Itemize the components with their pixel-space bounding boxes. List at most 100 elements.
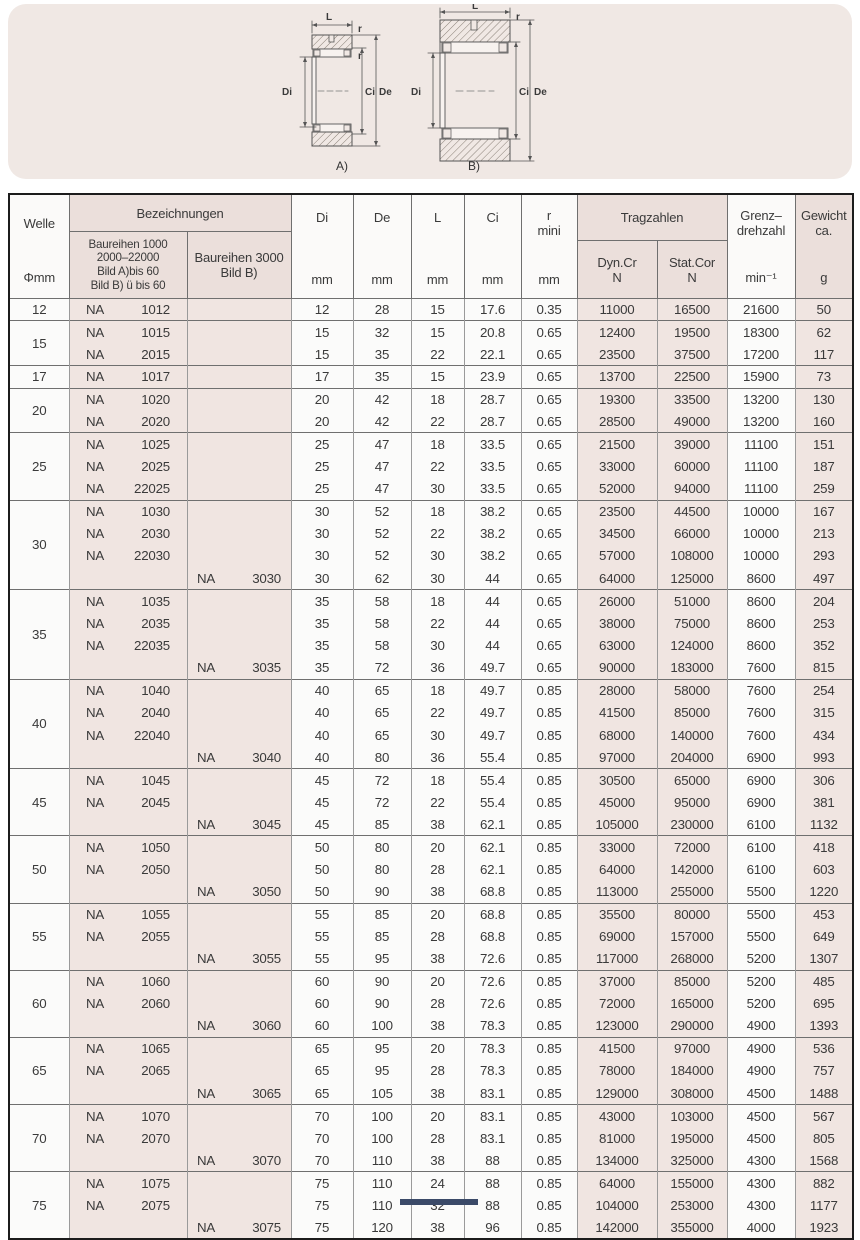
value-cell-grenzdrehzahl: 8600 [726, 611, 795, 635]
value-cell-stat-cor: 19500 [656, 320, 727, 344]
value-cell-gewicht: 253 [794, 611, 853, 635]
value-cell-de: 28 [352, 297, 411, 321]
value-cell-stat-cor: 140000 [656, 723, 727, 747]
value-cell-l: 30 [410, 567, 464, 590]
welle-value: 60 [8, 969, 69, 1038]
value-cell-gewicht: 293 [794, 544, 853, 568]
value-cell-gewicht: 485 [794, 969, 853, 993]
value-cell-ci: 55.4 [463, 791, 521, 814]
value-cell-r-mini: 0.85 [520, 701, 577, 724]
value-cell-gewicht: 1923 [794, 1216, 853, 1239]
value-cell-grenzdrehzahl: 4000 [726, 1216, 795, 1239]
value-cell-de: 100 [352, 1126, 411, 1150]
value-cell-ci: 28.7 [463, 410, 521, 433]
value-cell-grenzdrehzahl: 4900 [726, 1036, 795, 1060]
table-row: 50 NA 1050 50 80 20 62.1 0.85 33000 72000 6100 418 [8, 835, 853, 904]
designation-baureihe-3000 [186, 387, 291, 411]
table-row: NA 3030 30 62 30 44 0.65 64000 125000 8600 497 [9, 567, 853, 590]
designation-baureihe-1000: NA 1030 [68, 499, 187, 523]
value-cell-de: 120 [352, 1216, 411, 1239]
value-cell-di: 17 [290, 365, 353, 389]
designation-baureihe-1000: NA 1017 [68, 365, 187, 389]
value-cell-di: 45 [290, 791, 353, 814]
value-cell-dyn-cr: 72000 [576, 992, 657, 1015]
table-row: 20 NA 1020 20 42 18 28.7 0.65 19300 33500 13200 130 [8, 387, 853, 433]
welle-value: 50 [8, 835, 69, 904]
value-cell-stat-cor: 49000 [656, 410, 727, 433]
designation-baureihe-3000 [186, 297, 291, 321]
designation-baureihe-3000 [186, 455, 291, 478]
value-cell-ci: 44 [463, 589, 521, 612]
value-cell-dyn-cr: 81000 [576, 1126, 657, 1150]
value-cell-ci: 33.5 [463, 432, 521, 456]
value-cell-gewicht: 603 [794, 858, 853, 881]
value-cell-l: 18 [410, 499, 464, 523]
designation-baureihe-3000 [186, 1104, 291, 1127]
value-cell-l: 22 [410, 791, 464, 814]
welle-value: 25 [8, 432, 69, 501]
designation-baureihe-3000: NA 3065 [186, 1082, 291, 1105]
designation-baureihe-1000: NA 1060 [68, 969, 187, 993]
col-header-tragzahlen: Tragzahlen [576, 193, 728, 241]
value-cell-r-mini: 0.85 [520, 791, 577, 814]
designation-baureihe-1000: NA 1070 [68, 1104, 187, 1127]
table-row: NA 2060 60 90 28 72.6 0.85 72000 165000 5200 695 [9, 992, 853, 1015]
value-cell-grenzdrehzahl: 5500 [726, 880, 795, 904]
value-cell-di: 20 [290, 410, 353, 433]
table-row: NA 2055 55 85 28 68.8 0.85 69000 157000 5500 649 [9, 925, 853, 948]
designation-baureihe-3000 [186, 835, 291, 859]
gewicht-unit: g [820, 269, 828, 285]
designation-baureihe-3000 [186, 410, 291, 433]
value-cell-stat-cor: 16500 [656, 297, 727, 321]
designation-baureihe-3000 [186, 611, 291, 635]
table-row: 25 NA 1025 25 47 18 33.5 0.65 21500 39000 11100 151 [8, 432, 853, 501]
value-cell-dyn-cr: 30500 [576, 768, 657, 792]
value-cell-di: 12 [290, 297, 353, 321]
value-cell-gewicht: 213 [794, 522, 853, 545]
dyn-cr-label: Dyn.Cr [597, 254, 637, 270]
designation-baureihe-1000 [68, 656, 187, 680]
value-cell-ci: 33.5 [463, 455, 521, 478]
value-cell-gewicht: 151 [794, 432, 853, 456]
value-cell-stat-cor: 39000 [656, 432, 727, 456]
dim-label-De: De [534, 87, 547, 98]
value-cell-ci: 83.1 [463, 1104, 521, 1127]
value-cell-l: 38 [410, 813, 464, 836]
dim-label-r: r [358, 51, 362, 62]
table-row: NA 3040 40 80 36 55.4 0.85 97000 204000 6900 993 [9, 746, 853, 769]
baureihen-3000-line2: Bild B) [220, 265, 258, 280]
value-cell-dyn-cr: 64000 [576, 1171, 657, 1195]
designation-baureihe-3000: NA 3075 [186, 1216, 291, 1239]
designation-baureihe-3000 [186, 1171, 291, 1195]
value-cell-di: 35 [290, 634, 353, 657]
col-header-l: L mm [410, 193, 465, 299]
value-cell-l: 22 [410, 701, 464, 724]
value-cell-r-mini: 0.85 [520, 1015, 577, 1038]
value-cell-grenzdrehzahl: 21600 [726, 297, 795, 321]
value-cell-di: 55 [290, 902, 353, 926]
designation-baureihe-3000: NA 3050 [186, 880, 291, 904]
value-cell-gewicht: 62 [794, 320, 853, 344]
stat-cor-label: Stat.Cor [668, 254, 716, 270]
value-cell-stat-cor: 60000 [656, 455, 727, 478]
value-cell-ci: 44 [463, 567, 521, 590]
value-cell-grenzdrehzahl: 7600 [726, 678, 795, 702]
value-cell-de: 90 [352, 969, 411, 993]
value-cell-grenzdrehzahl: 8600 [726, 589, 795, 612]
value-cell-r-mini: 0.85 [520, 1082, 577, 1105]
value-cell-gewicht: 187 [794, 455, 853, 478]
view-b-label: B) [468, 159, 480, 173]
designation-baureihe-1000: NA 2015 [68, 343, 187, 366]
welle-value: 15 [8, 320, 69, 366]
value-cell-gewicht: 73 [794, 365, 853, 389]
value-cell-ci: 38.2 [463, 499, 521, 523]
value-cell-stat-cor: 95000 [656, 791, 727, 814]
value-cell-dyn-cr: 105000 [576, 813, 657, 836]
value-cell-ci: 49.7 [463, 701, 521, 724]
col-header-baureihen-3000: Baureihen 3000 Bild B) [186, 231, 292, 299]
value-cell-di: 60 [290, 992, 353, 1015]
value-cell-l: 20 [410, 902, 464, 926]
value-cell-grenzdrehzahl: 13200 [726, 410, 795, 433]
baureihen-1000-line2: 2000–22000 [96, 251, 160, 265]
dim-label-Ci: Ci [365, 87, 375, 98]
